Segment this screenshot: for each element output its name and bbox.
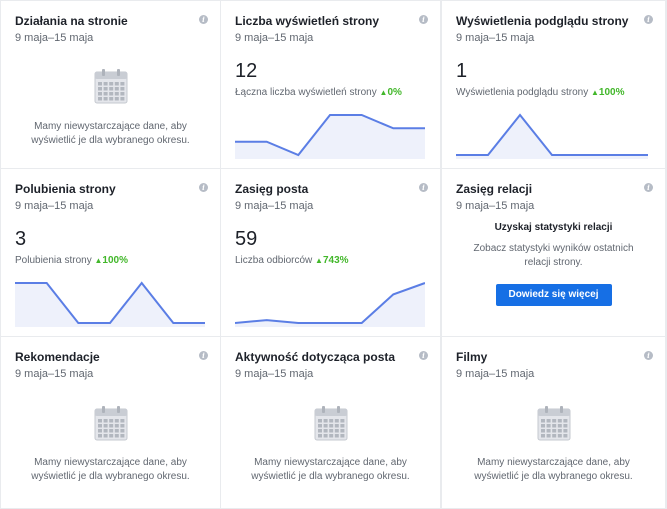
- card-title: Zasięg relacji: [456, 182, 533, 196]
- trend-up-icon: ▲: [590, 88, 599, 97]
- card-page-actions: Działania na stronie 9 maja–15 maja i Ma…: [1, 1, 220, 168]
- info-icon[interactable]: i: [644, 351, 653, 360]
- promo-title: Uzyskaj statystyki relacji: [494, 222, 613, 233]
- no-data-message: Mamy niewystarczające dane, aby wyświetl…: [1, 456, 220, 484]
- metric-change: 100%: [102, 255, 128, 266]
- info-icon[interactable]: i: [199, 15, 208, 24]
- card-title: Rekomendacje: [15, 350, 100, 364]
- card-date: 9 maja–15 maja: [456, 368, 535, 380]
- info-icon[interactable]: i: [199, 183, 208, 192]
- learn-more-button[interactable]: Dowiedz się więcej: [495, 284, 612, 306]
- calendar-icon: [94, 69, 127, 104]
- card-title: Zasięg posta: [235, 182, 309, 196]
- card-date: 9 maja–15 maja: [15, 368, 94, 380]
- card-post-reach[interactable]: Zasięg posta 9 maja–15 maja i 59 Liczba …: [221, 169, 440, 336]
- card-post-engagement: Aktywność dotycząca posta 9 maja–15 maja…: [221, 337, 440, 508]
- card-title: Aktywność dotycząca posta: [235, 350, 396, 364]
- card-recommendations: Rekomendacje 9 maja–15 maja i Mamy niewy…: [1, 337, 220, 508]
- card-story-reach: Zasięg relacji 9 maja–15 maja i Uzyskaj …: [442, 169, 665, 336]
- no-data-line-2: wyświetlić je dla wybranego okresu.: [251, 471, 410, 482]
- trend-up-icon: ▲: [94, 256, 103, 265]
- sparkline-chart: [235, 114, 425, 159]
- card-title: Działania na stronie: [15, 14, 128, 28]
- no-data-line-1: Mamy niewystarczające dane, aby: [254, 457, 407, 468]
- card-title: Filmy: [456, 350, 488, 364]
- card-date: 9 maja–15 maja: [15, 32, 94, 44]
- sparkline-line: [456, 113, 648, 156]
- card-title: Wyświetlenia podglądu strony: [456, 14, 629, 28]
- trend-up-icon: ▲: [379, 88, 388, 97]
- no-data-message: Mamy niewystarczające dane, aby wyświetl…: [442, 456, 665, 484]
- sparkline-chart: [235, 282, 425, 327]
- metric-label-text: Liczba odbiorców: [235, 255, 313, 266]
- card-date: 9 maja–15 maja: [235, 368, 314, 380]
- info-icon[interactable]: i: [419, 351, 428, 360]
- metric-value: 59: [235, 228, 258, 250]
- trend-up-icon: ▲: [315, 256, 323, 265]
- promo-text: Zobacz statystyki wyników ostatnich rela…: [442, 242, 665, 270]
- info-icon[interactable]: i: [419, 183, 428, 192]
- metric-label-text: Łączna liczba wyświetleń strony: [235, 87, 377, 98]
- no-data-message: Mamy niewystarczające dane, aby wyświetl…: [221, 456, 440, 484]
- card-videos: Filmy 9 maja–15 maja i Mamy niewystarcza…: [442, 337, 665, 508]
- card-date: 9 maja–15 maja: [456, 200, 535, 212]
- promo-line-1: Zobacz statystyki wyników ostatnich: [473, 243, 634, 254]
- sparkline-line: [15, 281, 205, 324]
- card-date: 9 maja–15 maja: [235, 32, 314, 44]
- sparkline-line: [235, 114, 425, 157]
- card-date: 9 maja–15 maja: [235, 200, 314, 212]
- metric-label-text: Wyświetlenia podglądu strony: [456, 87, 589, 98]
- no-data-message: Mamy niewystarczające dane, aby wyświetl…: [1, 120, 220, 148]
- sparkline-area: [456, 115, 648, 159]
- promo-line-2: relacji strony.: [524, 257, 583, 268]
- info-icon[interactable]: i: [199, 351, 208, 360]
- metric-change: 0%: [387, 87, 402, 98]
- sparkline-chart: [456, 113, 648, 159]
- card-page-previews[interactable]: Wyświetlenia podglądu strony 9 maja–15 m…: [442, 1, 665, 168]
- info-icon[interactable]: i: [644, 15, 653, 24]
- no-data-line-1: Mamy niewystarczające dane, aby: [477, 457, 630, 468]
- sparkline-area: [235, 115, 425, 159]
- no-data-line-2: wyświetlić je dla wybranego okresu.: [474, 471, 633, 482]
- metric-change: 743%: [322, 255, 349, 266]
- card-date: 9 maja–15 maja: [456, 32, 535, 44]
- sparkline-area: [15, 283, 205, 327]
- card-title: Polubienia strony: [15, 182, 116, 196]
- metric-label: Polubienia strony ▲100%: [15, 255, 128, 266]
- no-data-line-2: wyświetlić je dla wybranego okresu.: [31, 471, 190, 482]
- no-data-line-2: wyświetlić je dla wybranego okresu.: [31, 135, 190, 146]
- metric-label-text: Polubienia strony: [15, 255, 92, 266]
- card-page-views[interactable]: Liczba wyświetleń strony 9 maja–15 maja …: [221, 1, 440, 168]
- metric-change: 100%: [598, 87, 625, 98]
- metric-label: Łączna liczba wyświetleń strony ▲0%: [235, 87, 402, 98]
- info-icon[interactable]: i: [419, 15, 428, 24]
- card-date: 9 maja–15 maja: [15, 200, 94, 212]
- card-title: Liczba wyświetleń strony: [235, 14, 380, 28]
- no-data-line-1: Mamy niewystarczające dane, aby: [34, 457, 187, 468]
- metric-value: 3: [15, 228, 27, 250]
- metric-label: Wyświetlenia podglądu strony ▲100%: [456, 87, 624, 98]
- metric-label: Liczba odbiorców ▲743%: [235, 255, 349, 266]
- sparkline-area: [235, 283, 425, 327]
- metric-value: 12: [235, 60, 258, 82]
- card-page-likes[interactable]: Polubienia strony 9 maja–15 maja i 3 Pol…: [1, 169, 220, 336]
- metric-value: 1: [456, 60, 468, 82]
- sparkline-chart: [15, 281, 205, 327]
- calendar-icon: [314, 406, 347, 441]
- calendar-icon: [537, 406, 570, 441]
- no-data-line-1: Mamy niewystarczające dane, aby: [34, 121, 187, 132]
- sparkline-line: [235, 282, 425, 324]
- calendar-icon: [94, 406, 127, 441]
- info-icon[interactable]: i: [644, 183, 653, 192]
